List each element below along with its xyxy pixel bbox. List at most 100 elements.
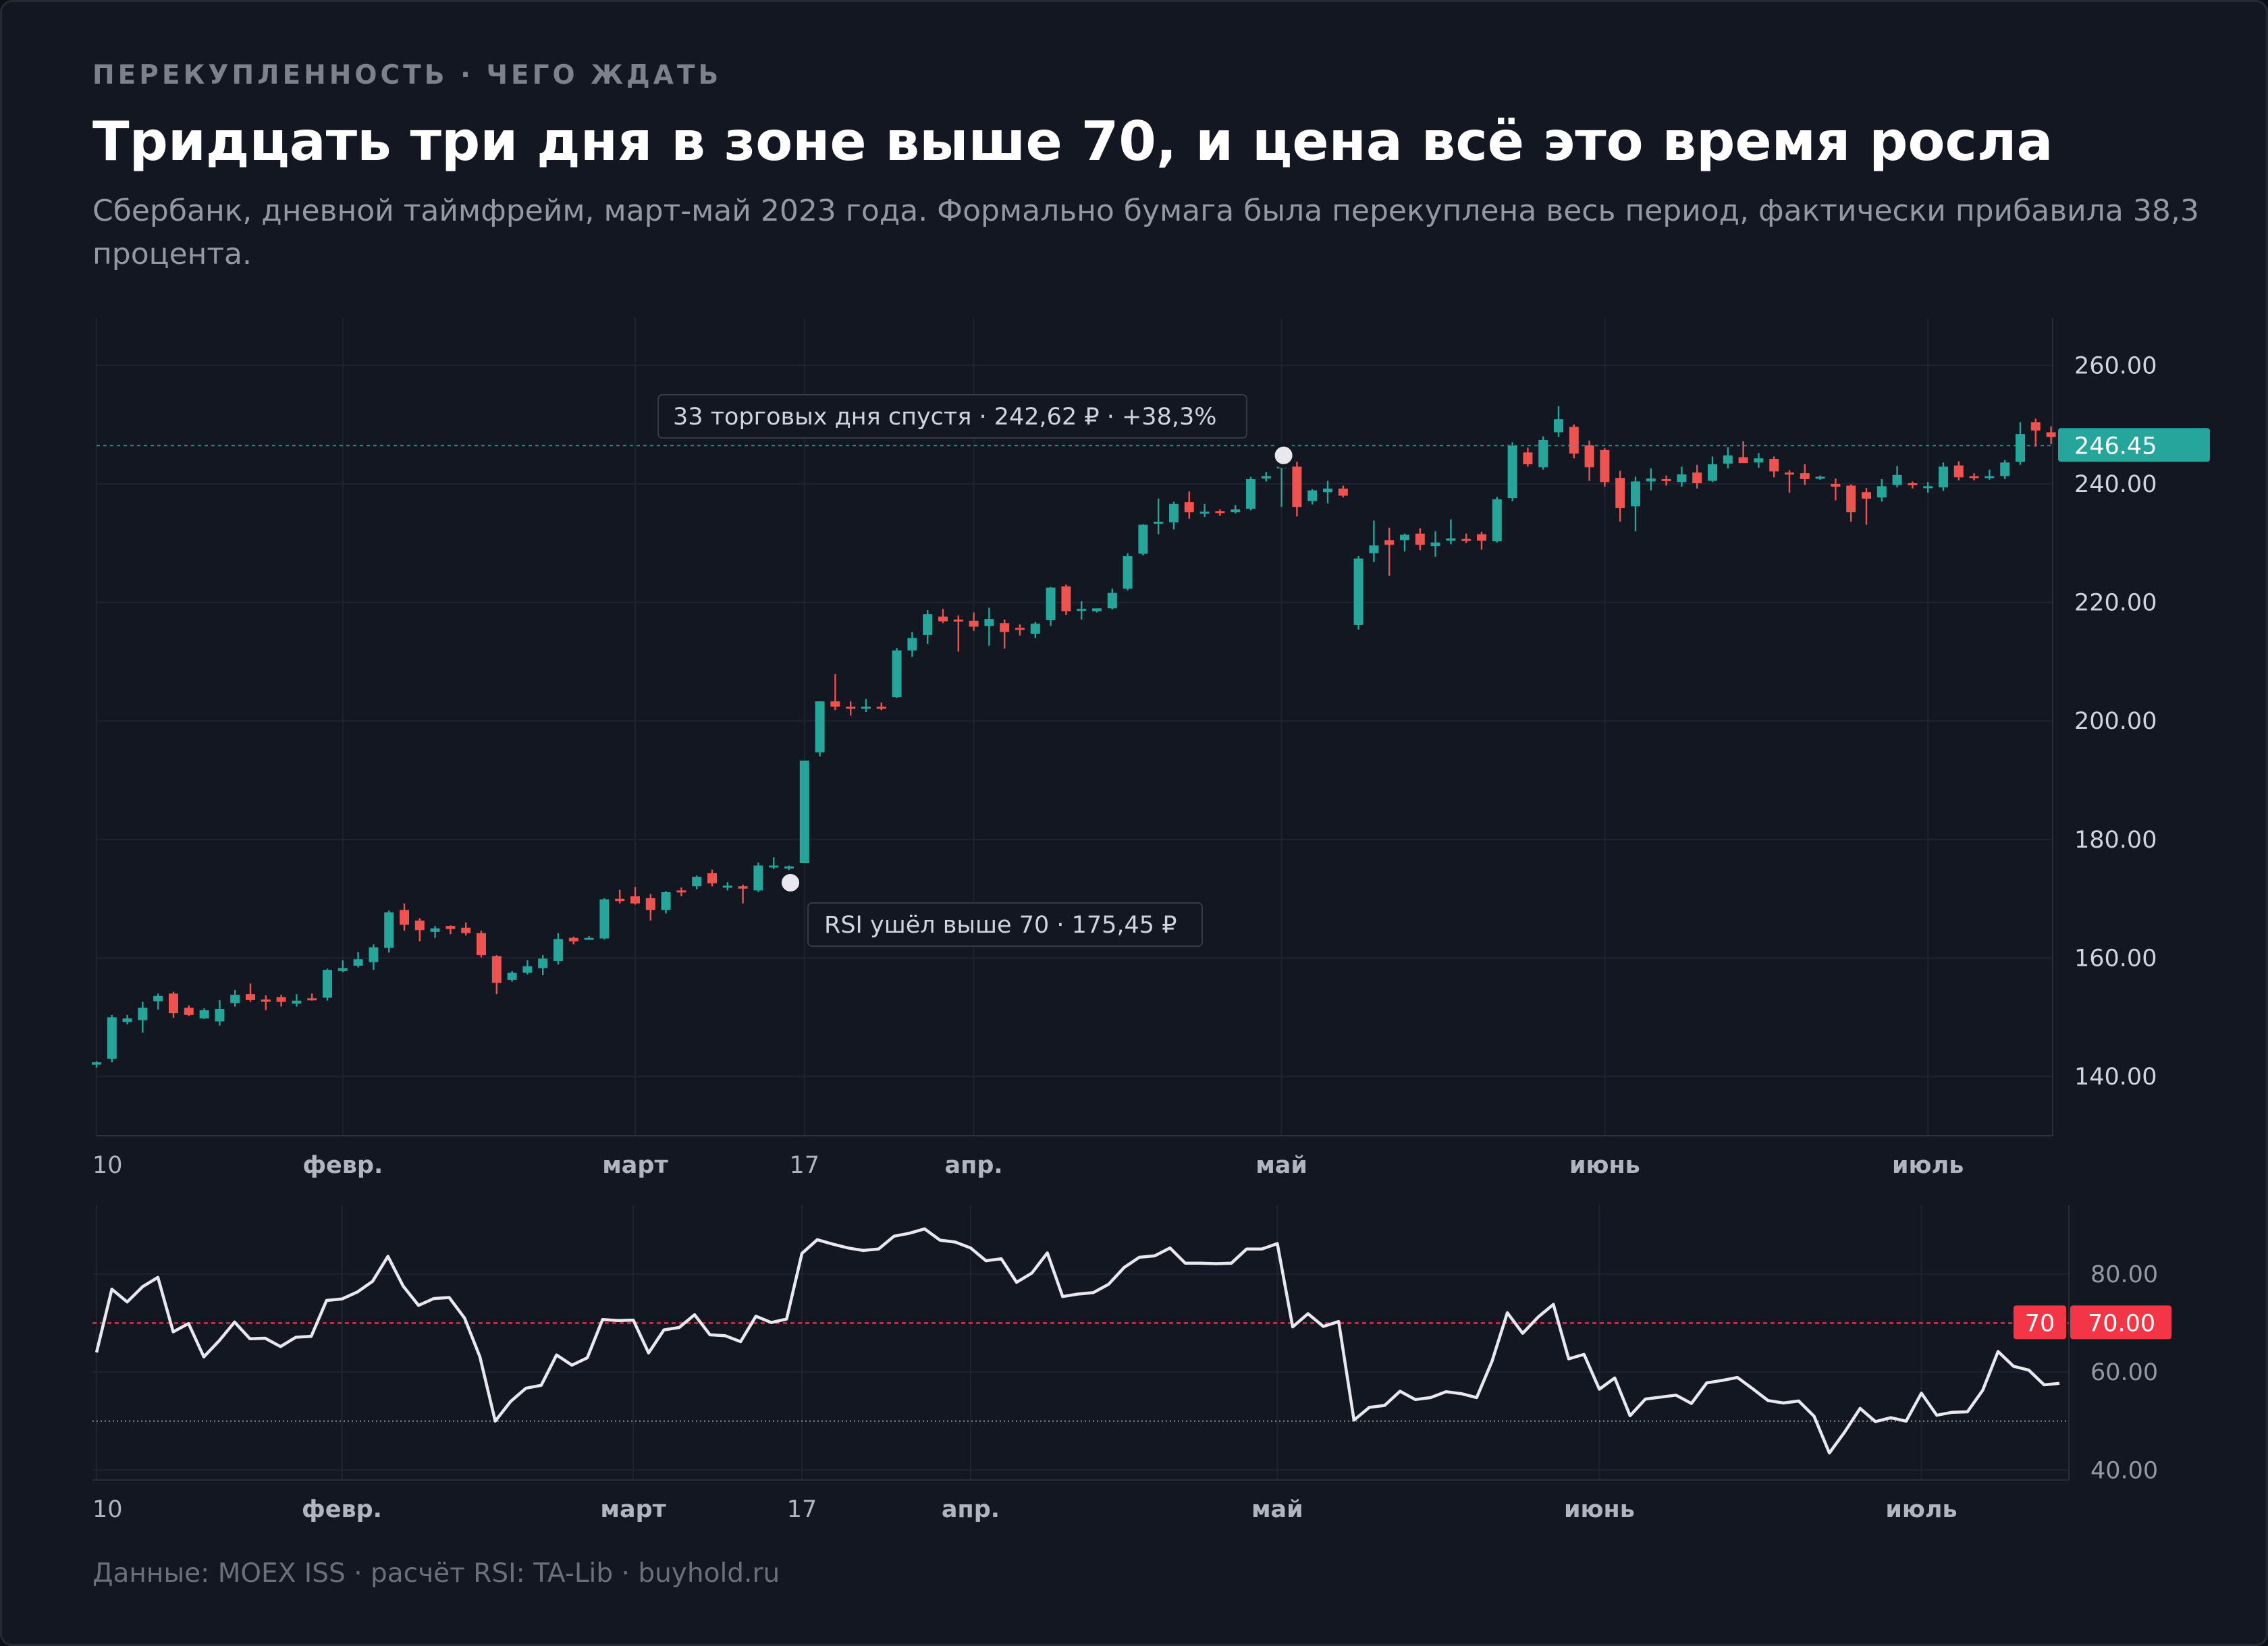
candle — [1169, 501, 1179, 530]
candle-body — [1061, 586, 1071, 611]
candle-body — [153, 995, 163, 1002]
candle-body — [1415, 533, 1425, 545]
candle-body — [846, 707, 856, 709]
candle-body — [246, 994, 255, 1000]
candle-body — [1754, 458, 1764, 463]
candle-body — [1569, 427, 1579, 454]
candle — [1631, 476, 1640, 532]
candle — [1661, 475, 1671, 486]
candle-body — [1831, 483, 1841, 487]
overbought-level-tag-label: 70 — [2025, 1310, 2055, 1337]
candle-body — [722, 885, 732, 888]
rsi-entry-annotation: RSI ушёл выше 70 · 175,45 ₽ — [807, 902, 1203, 947]
candle-body — [307, 998, 317, 1001]
candle-body — [1523, 452, 1533, 464]
candle — [246, 983, 255, 1002]
candle-body — [414, 921, 425, 931]
candle-body — [169, 993, 178, 1014]
candle-body — [876, 707, 886, 709]
candle — [1738, 441, 1748, 464]
candle-body — [1985, 476, 1995, 478]
candle — [1000, 620, 1010, 649]
price-x-tick: 17 — [790, 1152, 820, 1179]
candle — [923, 609, 933, 644]
candle-body — [2046, 432, 2056, 437]
candle-body — [1384, 540, 1395, 545]
candle-body — [645, 898, 655, 910]
candle-body — [615, 898, 625, 902]
price-y-tick: 180.00 — [2074, 827, 2157, 854]
candle — [1199, 503, 1210, 518]
candle-body — [1246, 478, 1256, 509]
candle-body — [522, 966, 533, 973]
candle — [1523, 447, 1533, 467]
price-grid — [96, 318, 2053, 1136]
candle — [707, 869, 717, 887]
candle-body — [1477, 534, 1486, 541]
candle-body — [538, 958, 548, 968]
price-y-tick: 200.00 — [2074, 708, 2157, 735]
candle-body — [1123, 556, 1133, 589]
candle — [1800, 464, 1810, 485]
candle-body — [1661, 478, 1671, 481]
candle — [323, 968, 332, 1001]
candle-body — [1015, 628, 1025, 630]
candle — [491, 955, 502, 995]
candle-body — [830, 701, 840, 707]
candle-body — [1646, 478, 1656, 482]
candle-body — [1785, 472, 1794, 475]
candle-body — [1461, 539, 1472, 541]
rsi-y-tick: 60.00 — [2090, 1359, 2158, 1386]
candle-body — [1923, 486, 1933, 489]
candle-body — [1492, 499, 1502, 542]
candle-body — [799, 761, 809, 863]
candle-body — [1215, 511, 1225, 514]
overbought-level-tag: 70 — [2014, 1305, 2066, 1340]
candle — [414, 918, 425, 941]
overbought-value-tag-label: 70.00 — [2088, 1310, 2155, 1337]
candle — [1077, 601, 1087, 620]
candle-body — [1862, 492, 1871, 499]
candle-body — [1323, 488, 1332, 493]
candle — [1769, 456, 1779, 478]
candle-body — [1446, 538, 1456, 541]
candle-body — [1107, 593, 1117, 609]
candle — [2030, 418, 2041, 447]
candle — [1939, 462, 1948, 491]
candle-body — [1138, 524, 1148, 554]
candle — [953, 615, 963, 652]
last-price-tag-bg — [2058, 428, 2210, 462]
candle — [92, 1061, 101, 1068]
candle-body — [1231, 509, 1241, 513]
price-y-tick: 240.00 — [2074, 471, 2157, 498]
candle-body — [1800, 473, 1810, 479]
candle — [1030, 622, 1040, 638]
candle-body — [1000, 623, 1010, 632]
candle-body — [2016, 434, 2025, 462]
candle-body — [184, 1008, 194, 1015]
candle-body — [1092, 608, 1102, 611]
candle-body — [1154, 522, 1164, 524]
candle — [599, 898, 610, 940]
candle — [1507, 442, 1517, 501]
candle — [261, 995, 271, 1010]
candle-body — [599, 899, 610, 939]
candle — [1692, 464, 1702, 489]
candle-body — [1877, 486, 1887, 498]
candle — [507, 970, 517, 982]
candle-body — [261, 999, 271, 1002]
candle — [1953, 461, 1964, 481]
candle-body — [1538, 439, 1548, 468]
rsi-x-axis: 10 февр. март 17 апр. май июнь июль — [92, 1496, 1958, 1523]
candle — [199, 1008, 209, 1019]
candle-body — [1292, 466, 1302, 507]
candle — [1815, 475, 1825, 480]
candle-body — [369, 947, 379, 962]
candle — [1215, 509, 1225, 516]
candle — [369, 944, 379, 970]
candle — [1569, 424, 1579, 459]
candle-body — [1353, 558, 1364, 625]
price-x-axis: 10 февр. март 17 апр. май июнь июль — [92, 1152, 1964, 1179]
